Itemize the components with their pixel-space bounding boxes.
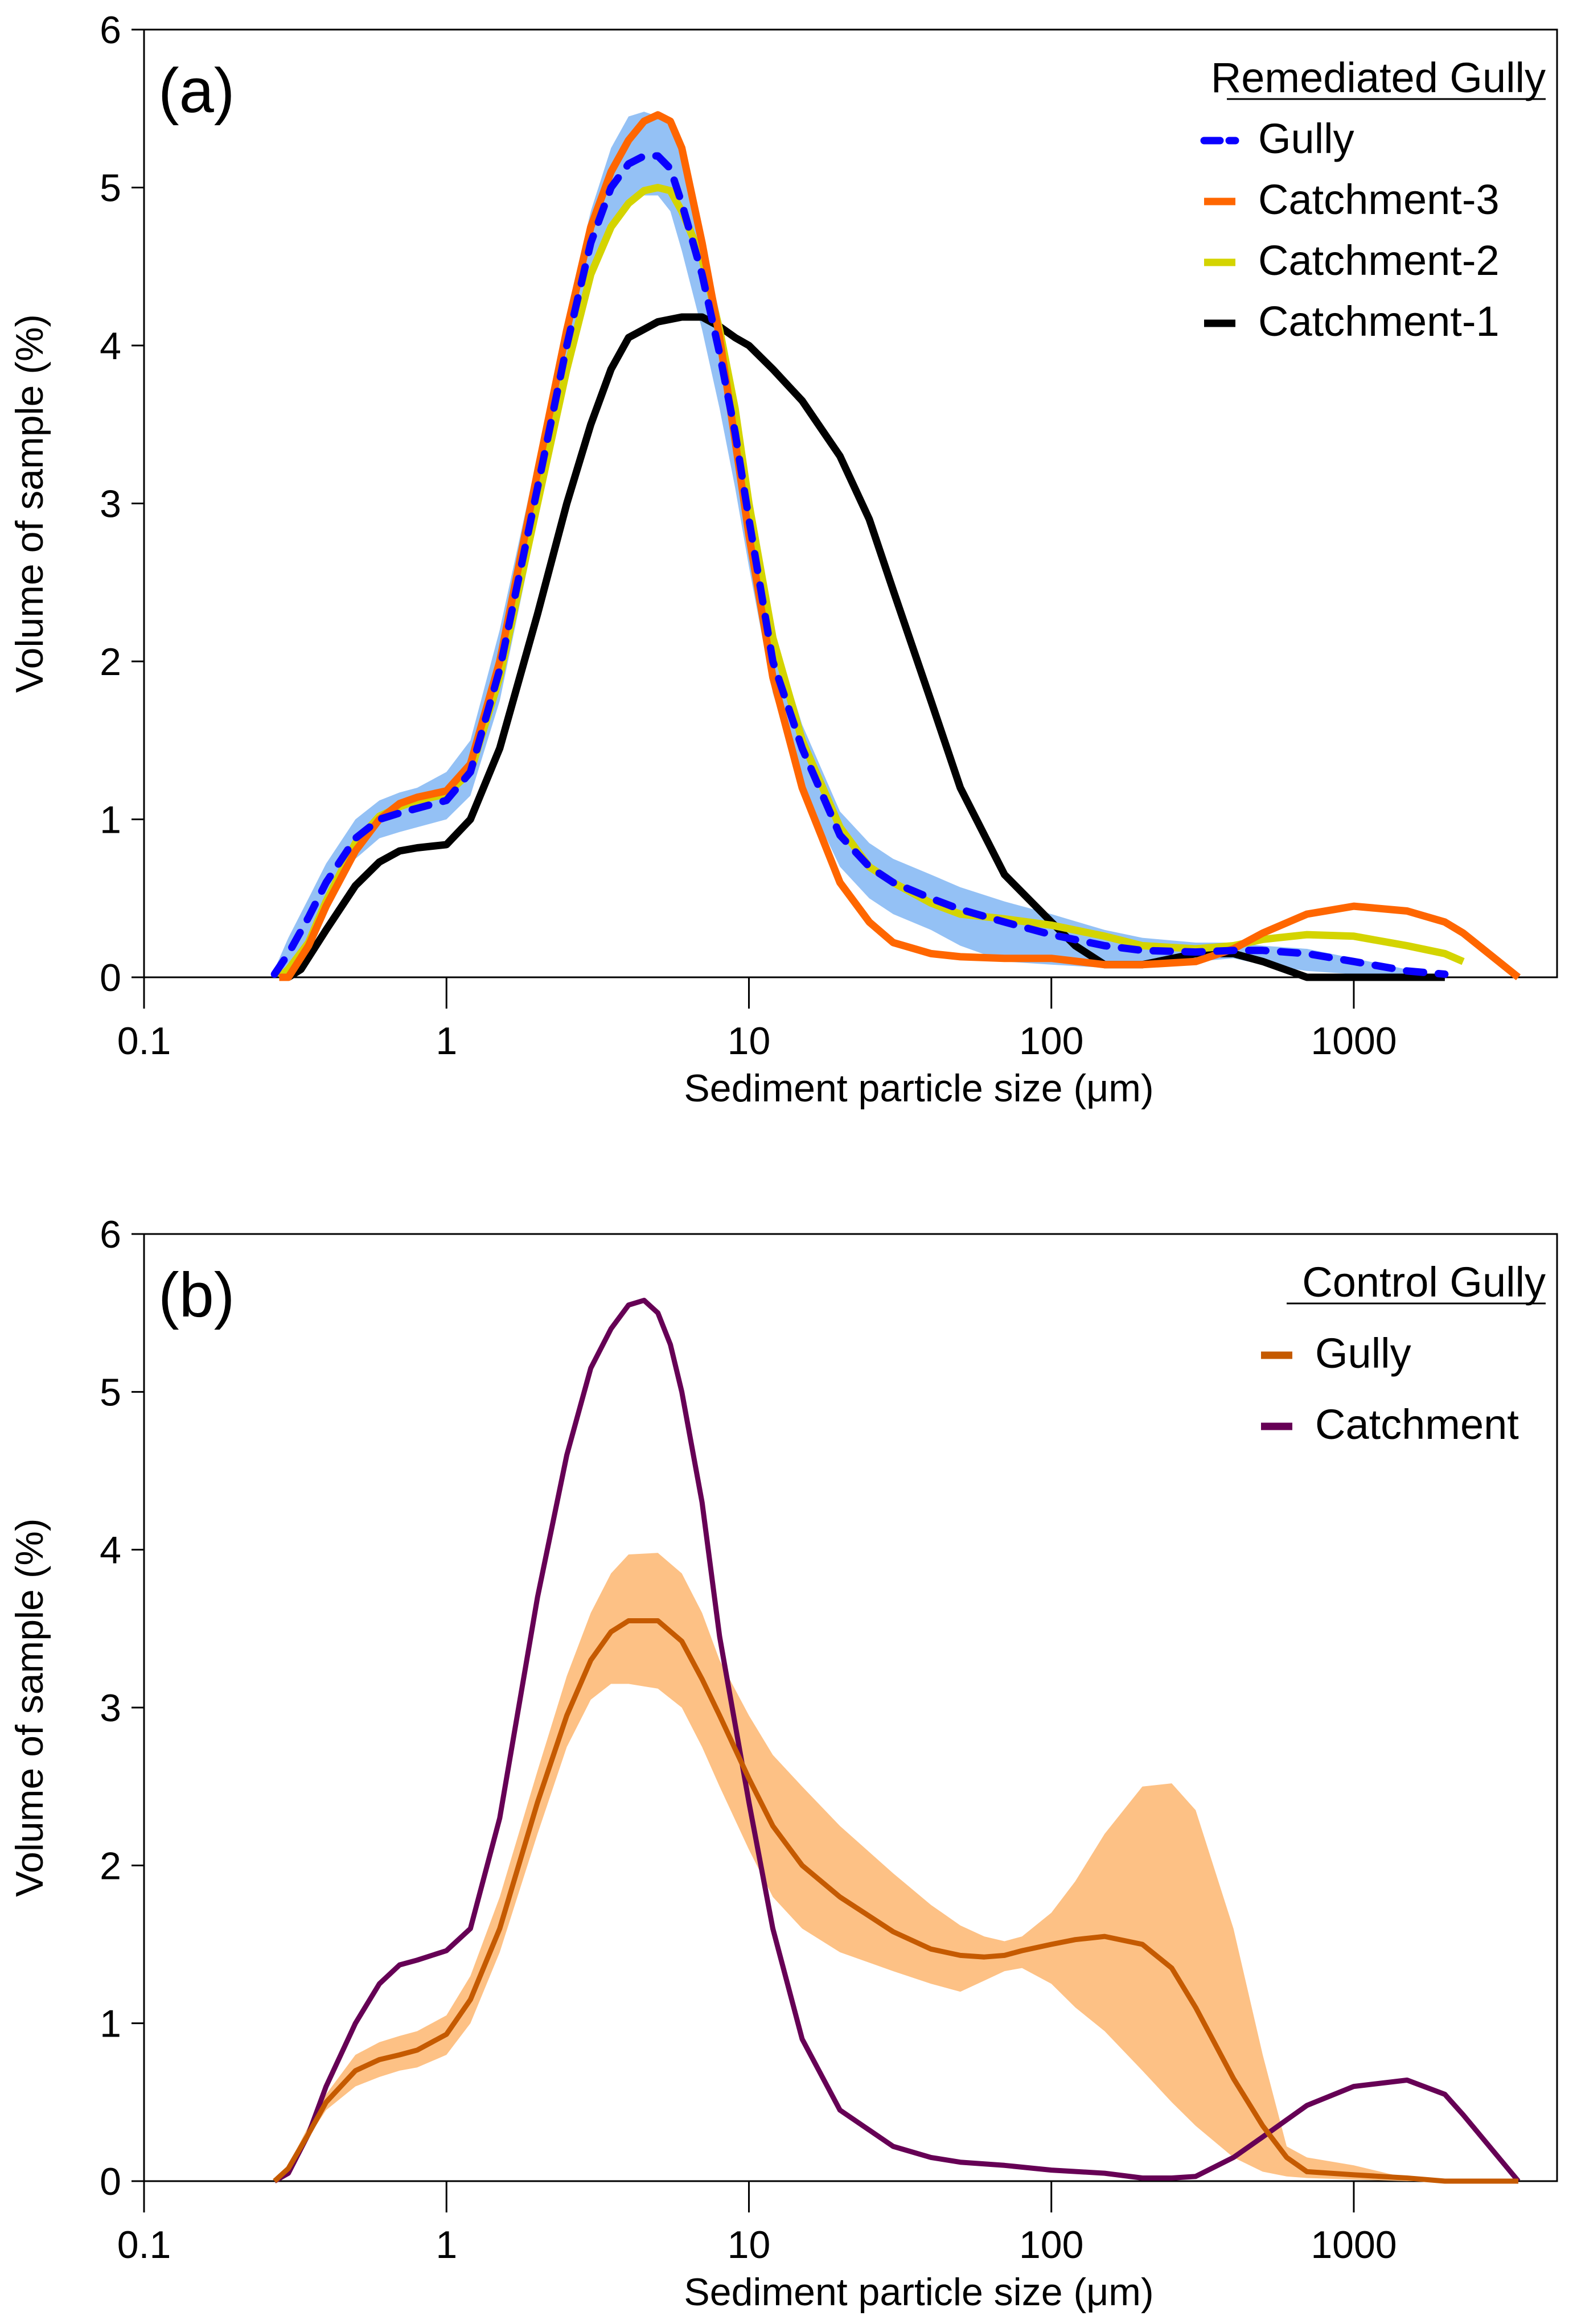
gully-range-band	[274, 1553, 1445, 2181]
x-axis-title: Sediment particle size (μm)	[684, 1067, 1153, 1110]
y-tick-label: 3	[100, 483, 121, 526]
x-tick-label: 0.1	[117, 2223, 171, 2267]
y-tick-label: 1	[100, 799, 121, 842]
y-tick-label: 4	[100, 324, 121, 368]
panel-label: (b)	[158, 1260, 235, 1330]
y-tick-label: 1	[100, 2002, 121, 2046]
legend-label: Gully	[1315, 1330, 1411, 1377]
legend: Control Gully Gully Catchment	[1261, 1258, 1546, 1448]
x-axis-title: Sediment particle size (μm)	[684, 2270, 1153, 2314]
y-axis-title: Volume of sample (%)	[8, 314, 51, 693]
series-line-gully	[273, 1618, 1518, 2184]
panel-label: (a)	[158, 56, 235, 126]
x-tick-label: 1000	[1311, 2223, 1397, 2267]
legend: Remediated Gully Gully Catchment-3 Catchmen…	[1200, 54, 1546, 345]
y-tick-label: 6	[100, 9, 121, 52]
legend-title: Remediated Gully	[1211, 54, 1546, 101]
y-tick-label: 2	[100, 640, 121, 684]
y-tick-label: 0	[100, 2160, 121, 2203]
legend-title: Control Gully	[1302, 1258, 1546, 1306]
series-line-catchment	[273, 1298, 1521, 2183]
y-tick-label: 0	[100, 956, 121, 999]
panel-a: 0 1 2 3 4 5 6 0.1 1 10 100 1000 Sediment particle si…	[8, 9, 1558, 1110]
x-tick-label: 1000	[1311, 1019, 1397, 1063]
x-tick-label: 100	[1019, 1019, 1083, 1063]
x-tick-label: 10	[728, 1019, 771, 1063]
x-tick-label: 1	[436, 2223, 457, 2267]
legend-label: Catchment	[1315, 1401, 1519, 1448]
y-axis-title: Volume of sample (%)	[8, 1518, 51, 1897]
y-tick-label: 3	[100, 1687, 121, 1730]
y-tick-label: 4	[100, 1529, 121, 1572]
y-tick-label: 5	[100, 167, 121, 210]
legend-label: Catchment-1	[1258, 298, 1500, 345]
panel-b: 0 1 2 3 4 5 6 0.1 1 10 100 1000 Sediment particle si…	[8, 1213, 1558, 2314]
legend-label: Catchment-2	[1258, 237, 1500, 284]
x-tick-label: 10	[728, 2223, 771, 2267]
x-tick-label: 100	[1019, 2223, 1083, 2267]
y-tick-label: 6	[100, 1213, 121, 1256]
x-tick-label: 1	[436, 1019, 457, 1063]
legend-label: Catchment-3	[1258, 176, 1500, 223]
y-tick-label: 2	[100, 1844, 121, 1887]
legend-label: Gully	[1258, 115, 1354, 162]
x-tick-label: 0.1	[117, 1019, 171, 1063]
series-line-gully	[270, 152, 1449, 978]
y-tick-label: 5	[100, 1371, 121, 1414]
